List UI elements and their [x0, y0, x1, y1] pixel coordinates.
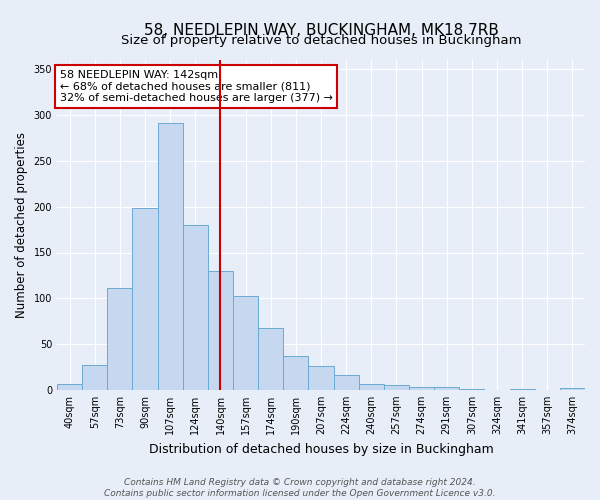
- Bar: [258, 328, 283, 390]
- Bar: [384, 386, 409, 390]
- Bar: [308, 366, 334, 390]
- Bar: [133, 208, 158, 390]
- Bar: [107, 288, 133, 390]
- Bar: [359, 384, 384, 390]
- Text: Size of property relative to detached houses in Buckingham: Size of property relative to detached ho…: [121, 34, 521, 47]
- Y-axis label: Number of detached properties: Number of detached properties: [15, 132, 28, 318]
- Bar: [233, 296, 258, 390]
- Text: 58 NEEDLEPIN WAY: 142sqm
← 68% of detached houses are smaller (811)
32% of semi-: 58 NEEDLEPIN WAY: 142sqm ← 68% of detach…: [59, 70, 332, 103]
- Bar: [57, 384, 82, 390]
- Bar: [208, 271, 233, 390]
- Bar: [283, 356, 308, 390]
- Bar: [509, 389, 535, 390]
- Bar: [409, 387, 434, 390]
- Bar: [560, 388, 585, 390]
- Bar: [434, 387, 459, 390]
- Bar: [82, 365, 107, 390]
- Bar: [158, 123, 183, 390]
- Bar: [334, 376, 359, 390]
- Bar: [183, 225, 208, 390]
- Bar: [459, 389, 484, 390]
- Title: 58, NEEDLEPIN WAY, BUCKINGHAM, MK18 7RB: 58, NEEDLEPIN WAY, BUCKINGHAM, MK18 7RB: [143, 23, 499, 38]
- X-axis label: Distribution of detached houses by size in Buckingham: Distribution of detached houses by size …: [149, 442, 493, 456]
- Text: Contains HM Land Registry data © Crown copyright and database right 2024.
Contai: Contains HM Land Registry data © Crown c…: [104, 478, 496, 498]
